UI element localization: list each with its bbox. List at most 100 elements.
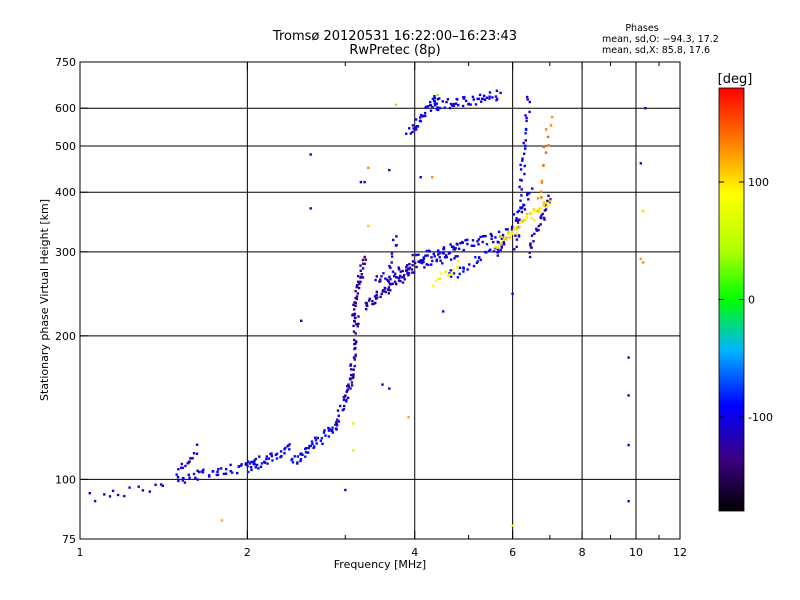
colorbar-ticks: 100 0 -100 [719, 176, 773, 424]
data-point [349, 387, 352, 390]
data-point [441, 262, 444, 265]
data-point [446, 98, 450, 101]
data-point [188, 460, 191, 463]
data-point [398, 276, 401, 279]
data-point [343, 404, 346, 408]
data-point [224, 472, 228, 475]
data-point [538, 210, 541, 213]
data-point [542, 145, 545, 149]
data-point [525, 119, 528, 123]
data-point [453, 257, 456, 260]
data-point [521, 220, 524, 223]
data-point [437, 108, 440, 112]
data-point [350, 373, 353, 377]
data-point [354, 289, 357, 293]
data-point [217, 468, 220, 471]
data-point [488, 97, 491, 100]
data-point [520, 194, 523, 197]
data-point [382, 272, 385, 275]
data-point [436, 98, 440, 101]
data-point [316, 436, 319, 440]
data-point [502, 237, 506, 240]
data-point [500, 246, 503, 249]
data-point [442, 248, 445, 251]
data-point [401, 269, 404, 273]
data-point [471, 95, 475, 99]
data-point [448, 106, 452, 110]
data-point [388, 264, 391, 268]
data-point [352, 368, 355, 371]
data-point [319, 439, 323, 442]
data-point [347, 383, 350, 386]
data-point [432, 252, 435, 256]
data-point [542, 201, 546, 204]
data-point [438, 97, 441, 100]
data-point [412, 271, 416, 274]
data-point [425, 263, 428, 266]
data-point [408, 266, 412, 269]
data-point [353, 358, 356, 361]
data-point [426, 105, 429, 108]
data-point [323, 429, 326, 432]
data-point [463, 97, 466, 100]
data-point [362, 262, 365, 265]
data-point [388, 168, 391, 172]
data-point [176, 476, 180, 479]
data-point [462, 270, 465, 273]
data-point [367, 224, 370, 228]
data-point [424, 114, 427, 118]
data-point [367, 166, 370, 169]
data-point [353, 312, 357, 315]
data-point [477, 243, 480, 246]
data-point [383, 286, 387, 290]
data-point [510, 228, 514, 232]
data-point [452, 272, 456, 275]
data-point [148, 490, 151, 493]
data-point [460, 240, 464, 244]
data-point [188, 476, 191, 479]
data-point [488, 91, 492, 94]
data-point [539, 207, 543, 210]
data-point [430, 263, 433, 266]
data-point [388, 275, 391, 279]
data-point [407, 267, 410, 270]
data-point [428, 250, 431, 253]
data-point [249, 466, 253, 469]
data-point [491, 96, 494, 99]
data-point [189, 457, 192, 460]
data-point [361, 267, 365, 270]
data-point [434, 279, 438, 283]
data-point [517, 221, 520, 224]
data-point [397, 279, 401, 282]
data-point [436, 93, 439, 97]
data-point [413, 128, 416, 131]
data-point [311, 442, 314, 446]
data-point [454, 255, 457, 258]
data-point [458, 266, 462, 269]
data-point [255, 463, 259, 467]
data-point [443, 106, 446, 109]
data-point [520, 210, 524, 214]
data-point [222, 472, 226, 476]
data-point [361, 258, 365, 262]
data-point [437, 277, 440, 280]
data-point [352, 303, 355, 307]
data-point [353, 316, 357, 319]
data-point [545, 205, 548, 208]
data-point [439, 259, 442, 262]
data-point [299, 459, 302, 463]
data-point [421, 261, 424, 265]
y-tick-label: 400 [55, 186, 76, 199]
y-axis-label: Stationary phase Virtual Height [km] [38, 199, 51, 401]
grid [80, 62, 680, 539]
data-point [407, 274, 410, 277]
data-point [508, 236, 511, 239]
data-point [216, 470, 219, 473]
data-point [480, 100, 483, 103]
data-point [381, 383, 384, 386]
data-point [248, 462, 251, 465]
data-point [527, 198, 530, 201]
data-point [393, 272, 397, 275]
data-point [429, 109, 433, 112]
data-point [515, 245, 518, 248]
